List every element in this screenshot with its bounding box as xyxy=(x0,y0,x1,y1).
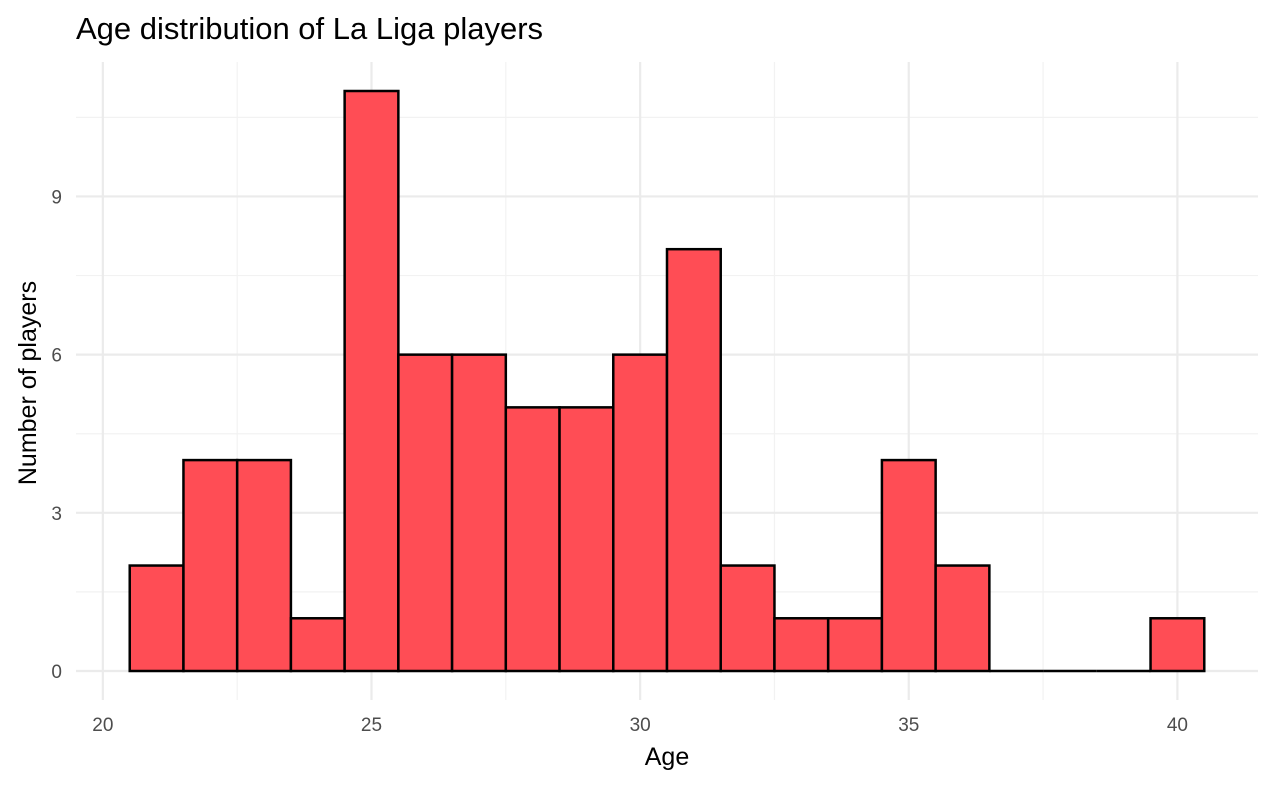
x-tick-label: 25 xyxy=(361,715,382,736)
x-tick-label: 30 xyxy=(630,715,651,736)
histogram-bar xyxy=(235,458,293,673)
x-tick-label: 20 xyxy=(92,715,113,736)
x-axis-title: Age xyxy=(645,743,689,771)
histogram-bar xyxy=(558,406,615,673)
y-tick-label: 9 xyxy=(51,187,62,208)
histogram-bar xyxy=(826,617,884,673)
y-tick-label: 0 xyxy=(51,662,62,683)
histogram-bar xyxy=(773,617,830,673)
tick-labels: 20 25 30 35 40 0 3 6 9 xyxy=(51,187,1188,736)
histogram-bar xyxy=(289,617,346,673)
histogram-bar xyxy=(612,353,669,673)
chart-title: Age distribution of La Liga players xyxy=(76,11,543,46)
x-tick-label: 35 xyxy=(898,715,919,736)
y-axis-title: Number of players xyxy=(14,281,42,485)
histogram-bar xyxy=(397,353,454,673)
histogram-bar xyxy=(450,353,508,673)
histogram-bar xyxy=(343,89,400,673)
histogram-bar xyxy=(1149,617,1206,673)
histogram-bar xyxy=(182,458,239,673)
bars-layer xyxy=(128,89,1206,673)
histogram-bar xyxy=(504,406,561,673)
histogram-bar xyxy=(665,247,722,673)
histogram-bar xyxy=(934,564,991,673)
histogram-bar xyxy=(719,564,776,673)
y-tick-label: 6 xyxy=(51,346,62,367)
x-tick-label: 40 xyxy=(1167,715,1188,736)
histogram-bar xyxy=(128,564,185,673)
y-tick-label: 3 xyxy=(51,504,62,525)
histogram-bar xyxy=(880,458,937,673)
